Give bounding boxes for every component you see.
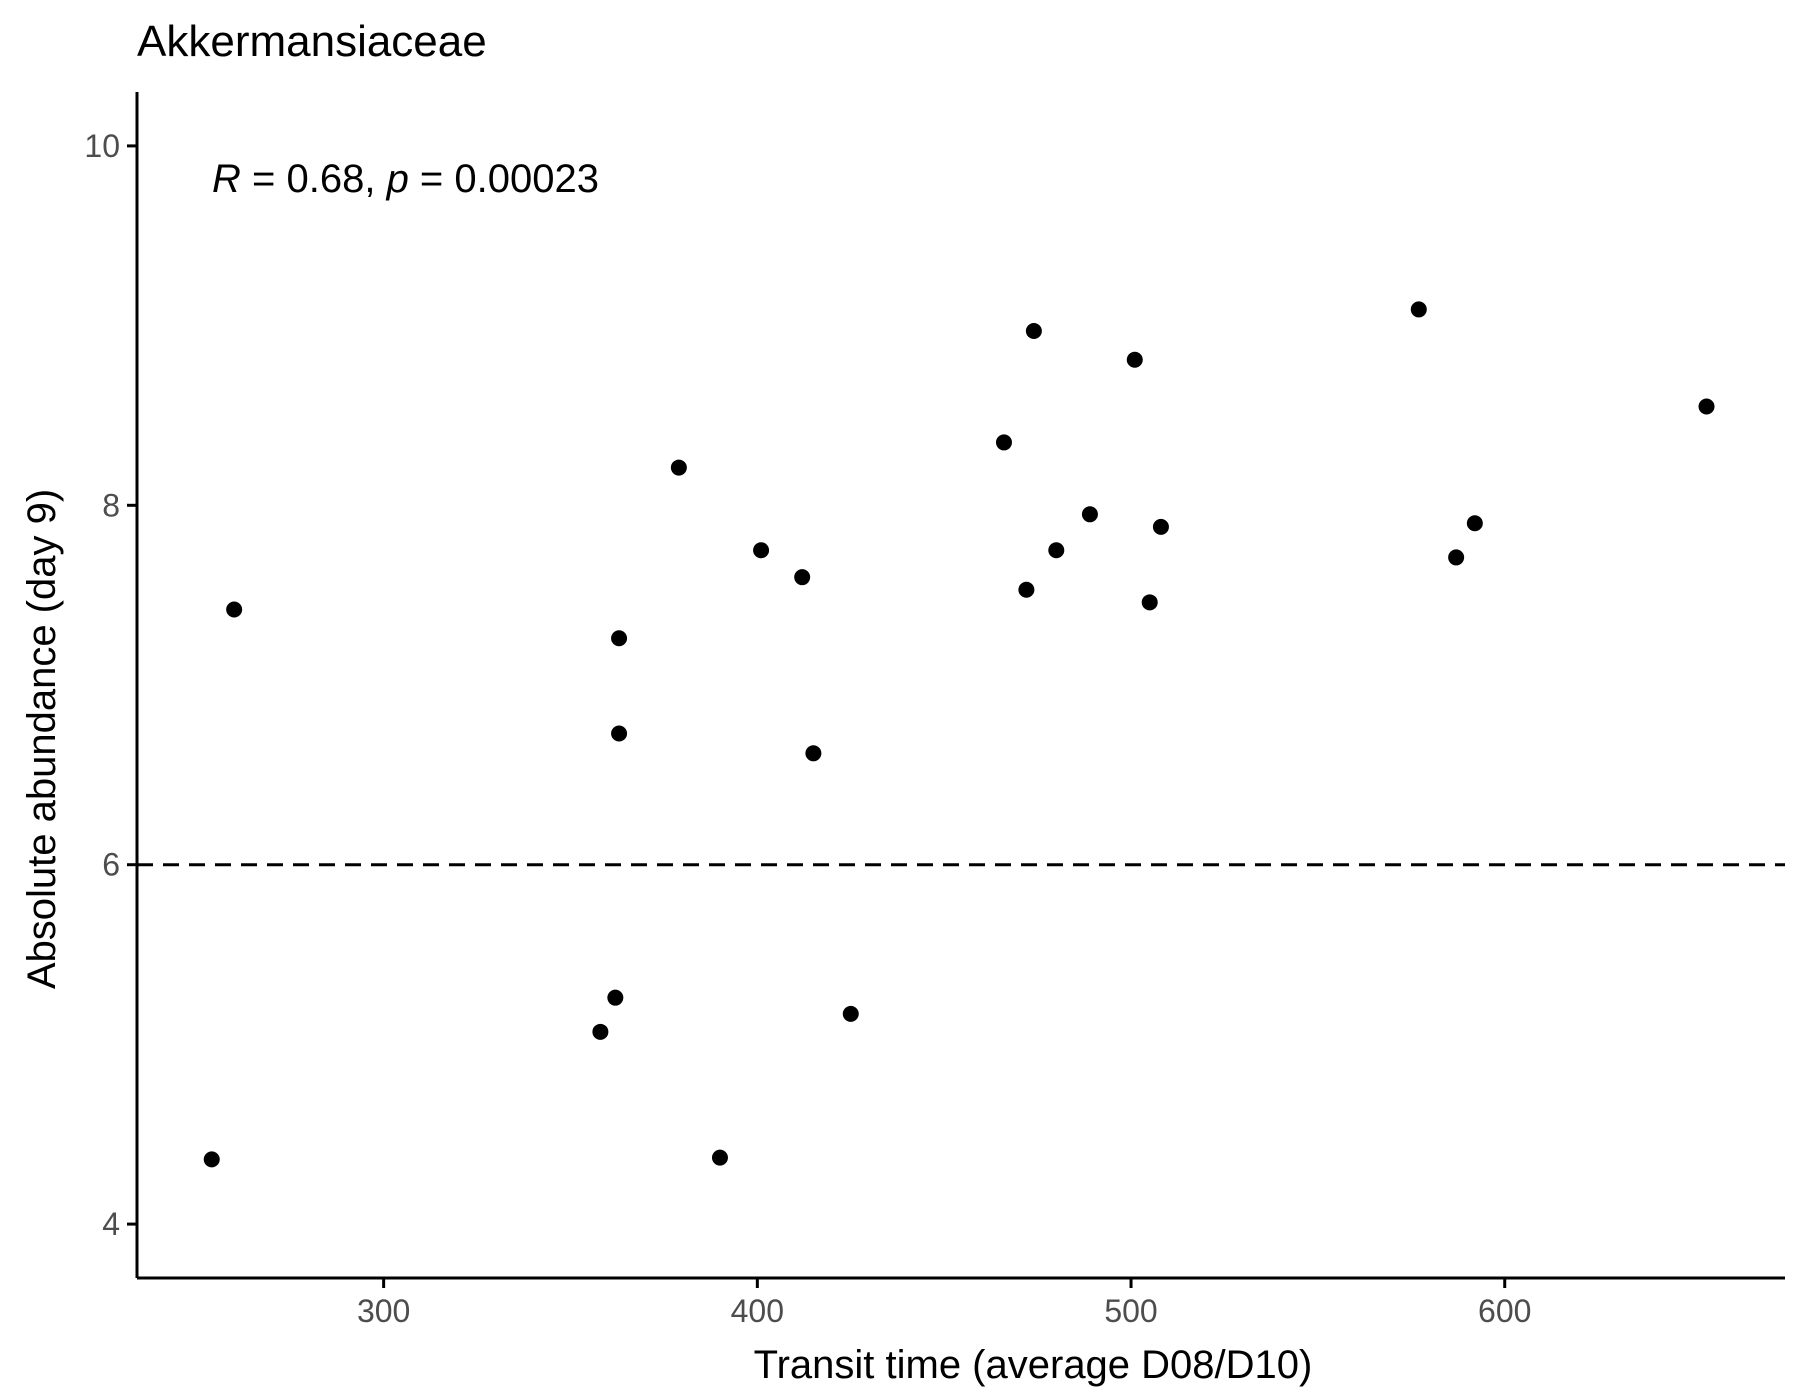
x-axis-title: Transit time (average D08/D10) [754,1343,1313,1387]
y-tick-label: 6 [102,847,120,883]
data-point [1466,515,1483,532]
data-point [1448,549,1465,566]
data-point [1081,506,1098,523]
data-point [607,989,624,1006]
data-point [711,1149,728,1166]
y-tick-label: 10 [84,128,120,164]
x-tick-label: 500 [1104,1293,1157,1329]
data-point [1698,398,1715,415]
data-point [842,1005,859,1022]
data-point [753,542,770,559]
data-point [1126,351,1143,368]
chart-title: Akkermansiaceae [137,17,487,66]
data-point [1018,581,1035,598]
x-tick-label: 400 [731,1293,784,1329]
p-label: p [386,157,409,201]
x-axis-ticks: 300 400 500 600 [357,1278,1531,1329]
data-point [611,630,628,647]
data-point [1141,594,1158,611]
p-value-text: = 0.00023 [409,157,599,201]
r-label: R [212,157,241,201]
data-point [1025,322,1042,339]
data-point [1152,518,1169,535]
x-tick-label: 600 [1478,1293,1531,1329]
data-point [611,725,628,742]
y-tick-label: 4 [102,1206,120,1242]
data-point [670,459,687,476]
r-value-text: = 0.68, [241,157,387,201]
y-axis-ticks: 4 6 8 10 [84,128,137,1242]
correlation-annotation: R = 0.68, p = 0.00023 [212,157,599,201]
data-point [995,434,1012,451]
data-point [1048,542,1065,559]
data-point [1410,301,1427,318]
x-tick-label: 300 [357,1293,410,1329]
data-point [226,601,243,618]
data-point [794,569,811,586]
y-axis-title: Absolute abundance (day 9) [20,489,64,989]
data-points [203,301,1715,1168]
data-point [592,1023,609,1040]
data-point [203,1151,220,1168]
data-point [805,745,822,762]
y-tick-label: 8 [102,487,120,523]
